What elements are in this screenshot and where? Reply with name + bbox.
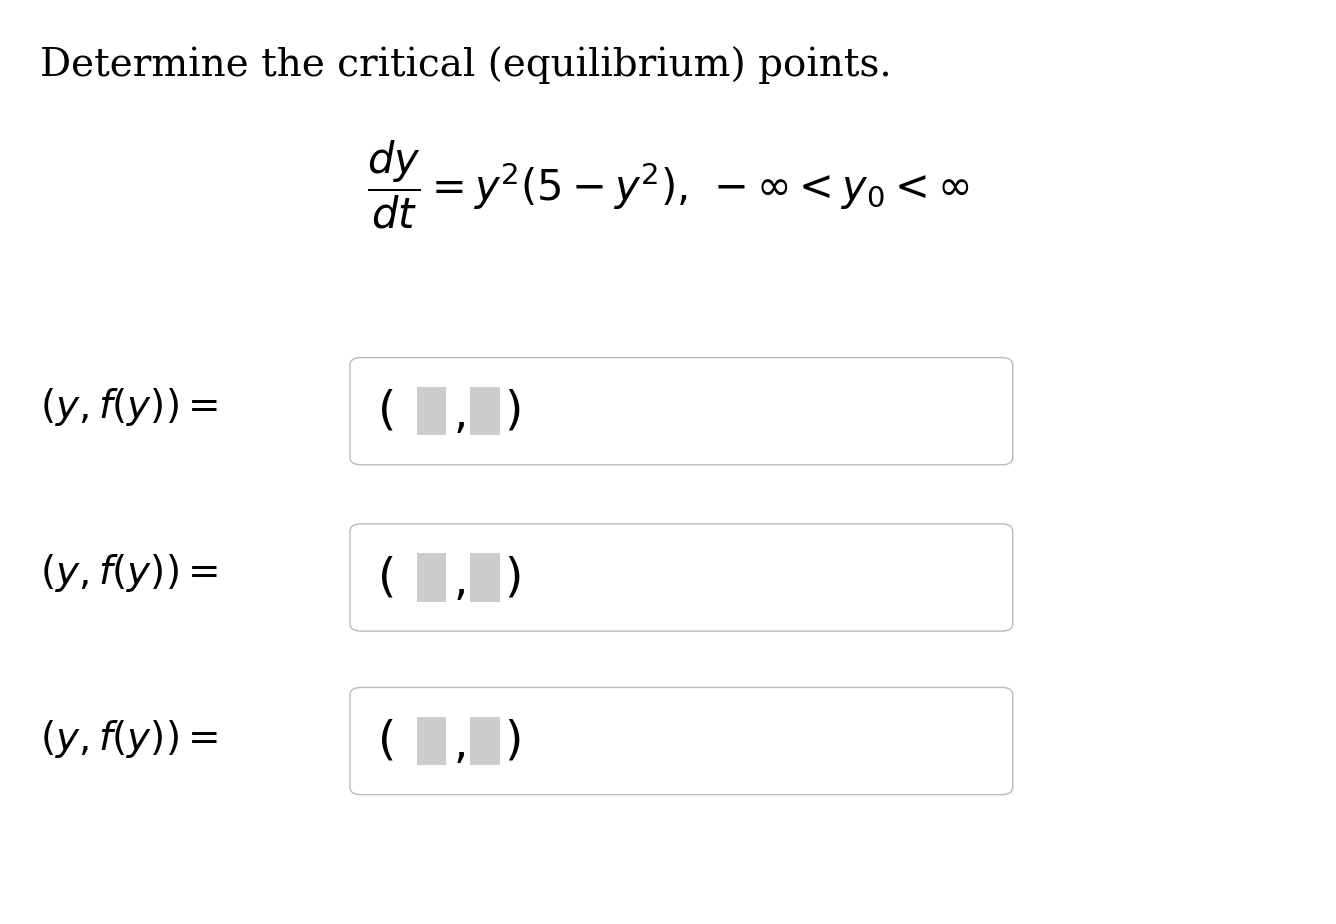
Text: $($: $($ bbox=[377, 719, 393, 763]
FancyBboxPatch shape bbox=[350, 687, 1013, 795]
Bar bbox=[417, 553, 446, 602]
Text: $,$: $,$ bbox=[453, 395, 465, 437]
Text: $(y, f(y)) =$: $(y, f(y)) =$ bbox=[40, 385, 219, 428]
Text: $($: $($ bbox=[377, 555, 393, 600]
Text: Determine the critical (equilibrium) points.: Determine the critical (equilibrium) poi… bbox=[40, 46, 891, 84]
Text: $(y, f(y)) =$: $(y, f(y)) =$ bbox=[40, 552, 219, 594]
Text: $\dfrac{dy}{dt} = y^{2}(5 - y^{2}),\,-\infty < y_0 < \infty$: $\dfrac{dy}{dt} = y^{2}(5 - y^{2}),\,-\i… bbox=[367, 139, 969, 231]
Text: $)$: $)$ bbox=[504, 719, 520, 763]
Text: $(y, f(y)) =$: $(y, f(y)) =$ bbox=[40, 718, 219, 760]
Bar bbox=[470, 387, 500, 435]
Text: $,$: $,$ bbox=[453, 724, 465, 767]
Text: $)$: $)$ bbox=[504, 555, 520, 600]
Text: $,$: $,$ bbox=[453, 561, 465, 603]
Bar bbox=[417, 717, 446, 765]
FancyBboxPatch shape bbox=[350, 358, 1013, 465]
Bar bbox=[470, 717, 500, 765]
Text: $)$: $)$ bbox=[504, 389, 520, 433]
Text: $($: $($ bbox=[377, 389, 393, 433]
FancyBboxPatch shape bbox=[350, 524, 1013, 631]
Bar bbox=[470, 553, 500, 602]
Bar bbox=[417, 387, 446, 435]
